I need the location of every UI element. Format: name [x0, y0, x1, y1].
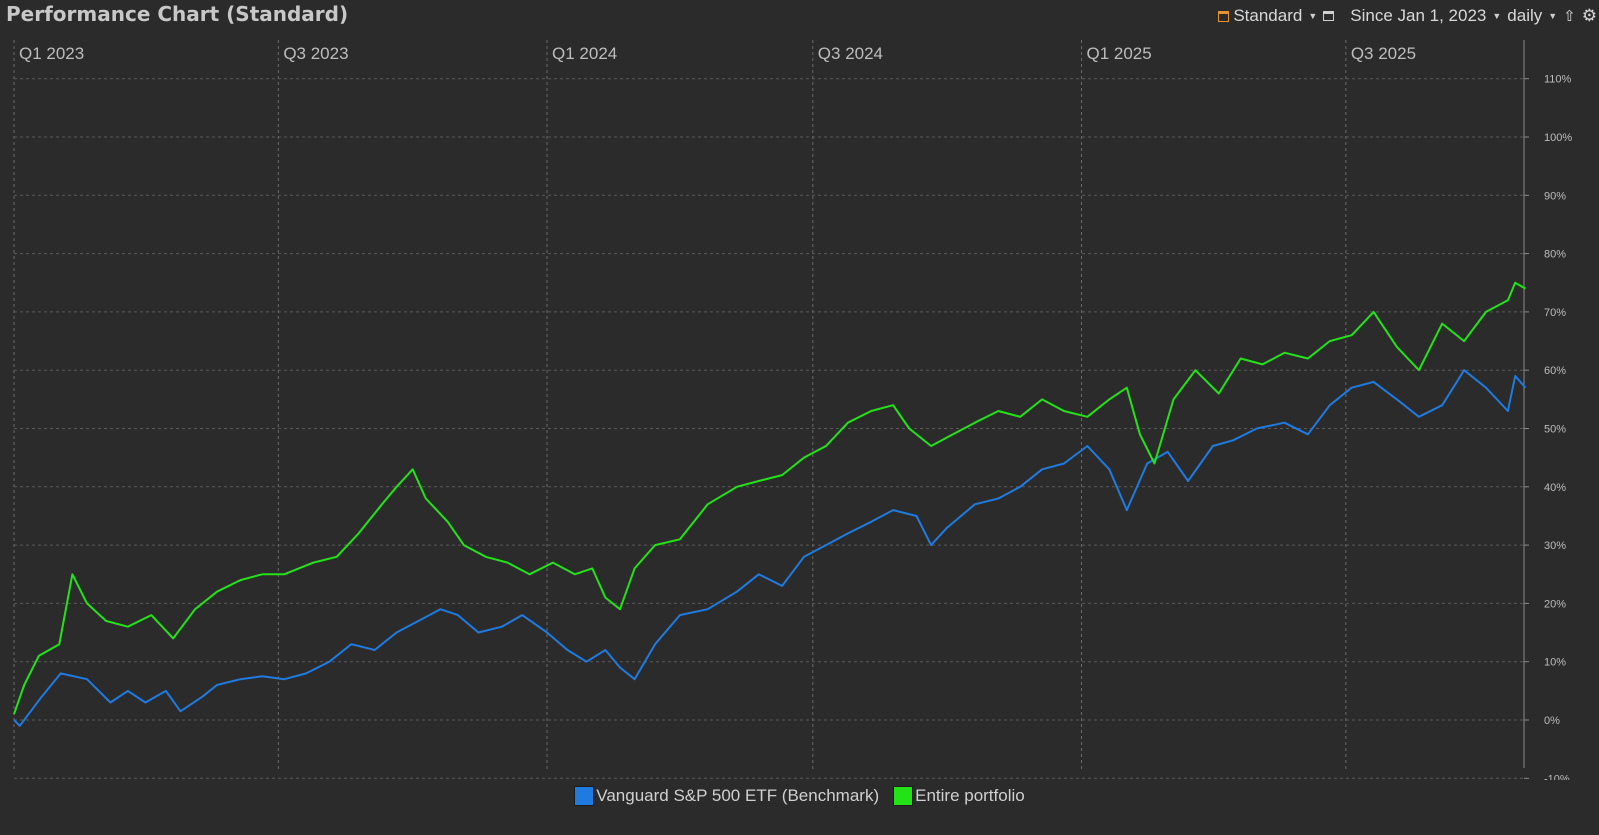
y-tick-label: 50% [1544, 424, 1566, 436]
y-tick-label: 90% [1544, 190, 1566, 202]
portfolio-series-line[interactable] [13, 281, 1526, 715]
export-icon: ⇧ [1563, 8, 1576, 25]
page-title: Performance Chart (Standard) [6, 2, 349, 26]
chevron-down-icon: ▼ [1308, 11, 1318, 21]
performance-chart[interactable]: Q1 2023 Q3 2023 Q1 2024 Q3 2024 Q1 2025 Q3 20… [0, 0, 1599, 780]
chart-legend: Vanguard S&P 500 ETF (Benchmark) Entire … [0, 786, 1599, 806]
x-tick-label: Q3 2023 [283, 44, 348, 63]
chart-config-dropdown[interactable]: Standard ▼ [1218, 6, 1317, 26]
legend-item-portfolio[interactable]: Entire portfolio [893, 786, 1025, 806]
gear-icon: ⚙ [1581, 6, 1597, 25]
new-window-button[interactable] [1323, 11, 1344, 21]
y-tick-label: 70% [1544, 307, 1566, 319]
legend-swatch [893, 786, 914, 806]
interval-label: daily [1507, 6, 1543, 25]
chart-grid [13, 40, 1524, 779]
window-icon [1323, 11, 1335, 21]
x-tick-label: Q1 2023 [19, 44, 84, 63]
x-axis: Q1 2023 Q3 2023 Q1 2024 Q3 2024 Q1 2025 Q3 20… [19, 44, 1416, 63]
x-tick-label: Q1 2025 [1087, 44, 1152, 63]
y-tick-label: 30% [1544, 540, 1566, 552]
y-tick-label: 110% [1544, 74, 1572, 86]
y-tick-label: 0% [1544, 715, 1560, 727]
y-tick-label: 80% [1544, 249, 1566, 261]
chevron-down-icon: ▼ [1548, 11, 1558, 21]
period-label: Since Jan 1, 2023 [1350, 6, 1487, 25]
y-tick-label: 100% [1544, 132, 1572, 144]
series-lines [13, 281, 1527, 727]
y-tick-label: -10% [1544, 773, 1570, 780]
period-dropdown[interactable]: Since Jan 1, 2023 ▼ [1350, 6, 1501, 26]
calendar-icon [1218, 10, 1230, 22]
legend-swatch [574, 786, 595, 806]
y-tick-label: 60% [1544, 365, 1566, 377]
legend-label: Entire portfolio [915, 786, 1025, 805]
interval-dropdown[interactable]: daily ▼ [1507, 6, 1557, 26]
x-tick-label: Q3 2024 [818, 44, 883, 63]
x-tick-label: Q3 2025 [1351, 44, 1416, 63]
y-tick-label: 40% [1544, 482, 1566, 494]
y-axis: -10% 0% 10% 20% 30% 40% 50% 60% 70% 80% 90% 100% 110… [1523, 40, 1572, 780]
chart-toolbar: Standard ▼ Since Jan 1, 2023 ▼ daily ▼ ⇧… [1218, 4, 1599, 28]
settings-button[interactable]: ⚙ [1582, 6, 1597, 26]
export-button[interactable]: ⇧ [1563, 7, 1576, 25]
y-tick-label: 20% [1544, 598, 1566, 610]
legend-label: Vanguard S&P 500 ETF (Benchmark) [596, 786, 880, 805]
legend-item-benchmark[interactable]: Vanguard S&P 500 ETF (Benchmark) [574, 786, 879, 806]
chart-config-label: Standard [1233, 6, 1303, 25]
x-tick-label: Q1 2024 [552, 44, 617, 63]
benchmark-series-line[interactable] [13, 369, 1527, 727]
y-tick-label: 10% [1544, 657, 1566, 669]
chevron-down-icon: ▼ [1492, 11, 1502, 21]
